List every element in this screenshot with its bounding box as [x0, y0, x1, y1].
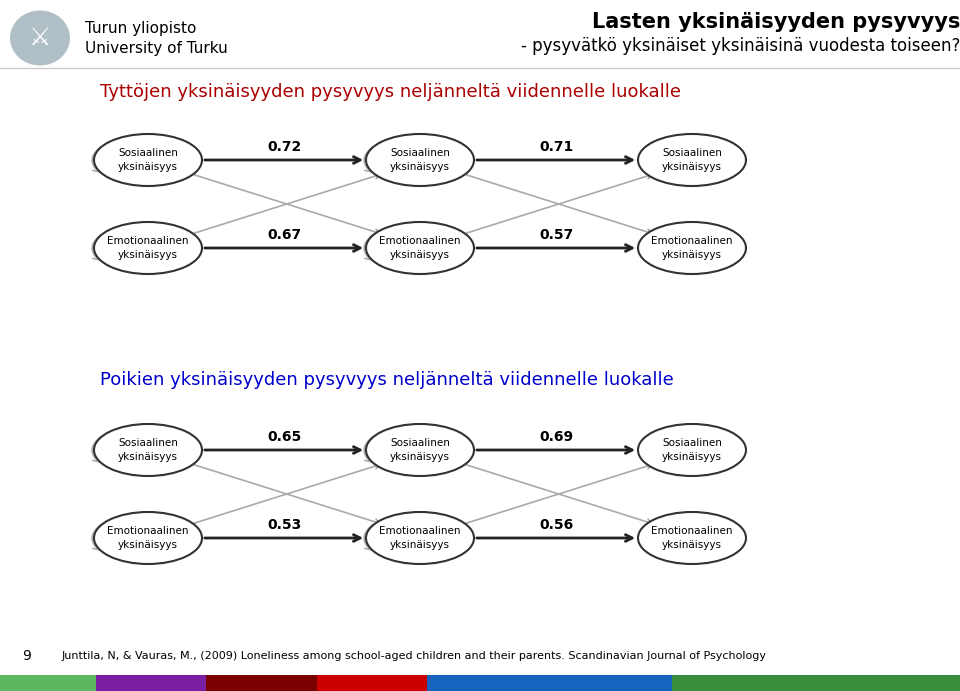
- Ellipse shape: [366, 222, 474, 274]
- Text: 9: 9: [22, 649, 31, 663]
- Text: Emotionaalinen
yksinäisyys: Emotionaalinen yksinäisyys: [379, 526, 461, 550]
- Ellipse shape: [94, 222, 202, 274]
- Ellipse shape: [366, 512, 474, 564]
- Ellipse shape: [94, 424, 202, 476]
- Text: 0.67: 0.67: [267, 228, 301, 242]
- Bar: [96, 675, 206, 691]
- Ellipse shape: [366, 134, 474, 186]
- Text: Emotionaalinen
yksinäisyys: Emotionaalinen yksinäisyys: [108, 526, 189, 550]
- Bar: [672, 675, 960, 691]
- Text: ⚔: ⚔: [29, 26, 51, 50]
- Text: Sosiaalinen
yksinäisyys: Sosiaalinen yksinäisyys: [118, 148, 178, 172]
- Text: Emotionaalinen
yksinäisyys: Emotionaalinen yksinäisyys: [108, 236, 189, 260]
- Ellipse shape: [638, 424, 746, 476]
- Text: University of Turku: University of Turku: [85, 41, 228, 55]
- Text: 0.57: 0.57: [539, 228, 573, 242]
- Text: Sosiaalinen
yksinäisyys: Sosiaalinen yksinäisyys: [118, 438, 178, 462]
- Text: Junttila, N, & Vauras, M., (2009) Loneliness among school-aged children and thei: Junttila, N, & Vauras, M., (2009) Loneli…: [62, 651, 767, 661]
- Ellipse shape: [94, 134, 202, 186]
- Text: Sosiaalinen
yksinäisyys: Sosiaalinen yksinäisyys: [390, 148, 450, 172]
- Text: 0.69: 0.69: [539, 430, 573, 444]
- Ellipse shape: [94, 512, 202, 564]
- Text: Emotionaalinen
yksinäisyys: Emotionaalinen yksinäisyys: [651, 526, 732, 550]
- Text: Sosiaalinen
yksinäisyys: Sosiaalinen yksinäisyys: [662, 148, 722, 172]
- Ellipse shape: [638, 222, 746, 274]
- Bar: [206, 675, 317, 691]
- Text: Lasten yksinäisyyden pysyvyys: Lasten yksinäisyyden pysyvyys: [591, 12, 960, 32]
- Text: Tyttöjen yksinäisyyden pysyvyys neljänneltä viidennelle luokalle: Tyttöjen yksinäisyyden pysyvyys neljänne…: [100, 83, 681, 101]
- Text: 0.56: 0.56: [539, 518, 573, 532]
- Ellipse shape: [366, 424, 474, 476]
- Text: Turun yliopisto: Turun yliopisto: [85, 21, 197, 35]
- Bar: [427, 675, 672, 691]
- Text: 0.53: 0.53: [267, 518, 301, 532]
- Text: Sosiaalinen
yksinäisyys: Sosiaalinen yksinäisyys: [390, 438, 450, 462]
- Text: Emotionaalinen
yksinäisyys: Emotionaalinen yksinäisyys: [379, 236, 461, 260]
- Bar: [0, 675, 96, 691]
- Text: 0.65: 0.65: [267, 430, 301, 444]
- Text: Poikien yksinäisyyden pysyvyys neljänneltä viidennelle luokalle: Poikien yksinäisyyden pysyvyys neljännel…: [100, 371, 674, 389]
- Text: - pysyvätkö yksinäiset yksinäisinä vuodesta toiseen?: - pysyvätkö yksinäiset yksinäisinä vuode…: [520, 37, 960, 55]
- Bar: [317, 675, 427, 691]
- Text: Emotionaalinen
yksinäisyys: Emotionaalinen yksinäisyys: [651, 236, 732, 260]
- Ellipse shape: [638, 134, 746, 186]
- Text: 0.72: 0.72: [267, 140, 301, 154]
- Text: 0.71: 0.71: [539, 140, 573, 154]
- Ellipse shape: [10, 10, 70, 66]
- Ellipse shape: [638, 512, 746, 564]
- Text: Sosiaalinen
yksinäisyys: Sosiaalinen yksinäisyys: [662, 438, 722, 462]
